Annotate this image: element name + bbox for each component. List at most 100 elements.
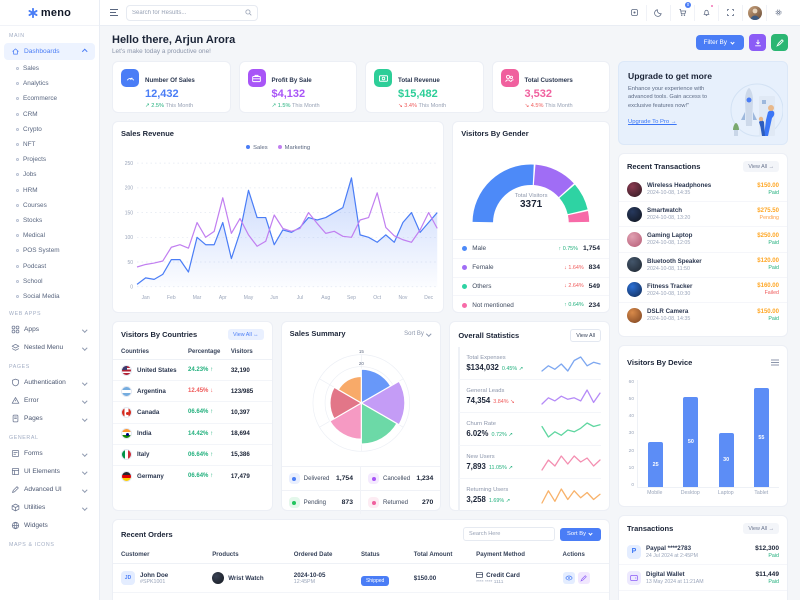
overall-stat-churn-rate: Churn Rate 6.02% 0.72% ↗ xyxy=(458,413,602,446)
order-row-partial xyxy=(113,593,609,600)
transactions-card: Transactions View All → P Paypal ****2783… xyxy=(618,515,788,600)
sidebar-subitem-jobs[interactable]: Jobs xyxy=(0,167,99,182)
sidebar-subitem-crm[interactable]: CRM xyxy=(0,107,99,122)
notifications-bell-icon[interactable] xyxy=(694,3,718,21)
overall-view-all-button[interactable]: View All xyxy=(570,329,602,342)
download-icon xyxy=(754,39,761,46)
sidebar-subitem-analytics[interactable]: Analytics xyxy=(0,76,99,91)
chevron-down-icon xyxy=(81,398,87,403)
order-row-john-doe: JD John Doe #SPK1001 Wrist Watch 2024-10-… xyxy=(113,564,609,593)
transactions-list: P Paypal ****2783 24 Jul 2024 at 2:45PM $1… xyxy=(619,539,787,591)
svg-text:Sep: Sep xyxy=(347,295,356,301)
edit-order-button[interactable] xyxy=(577,572,590,584)
svg-text:Jun: Jun xyxy=(270,295,278,301)
country-row-italy: Italy 06.64% ↑ 15,386 xyxy=(113,445,272,466)
sidebar-item-forms[interactable]: Forms xyxy=(4,445,95,462)
menu-toggle-icon[interactable] xyxy=(110,9,118,16)
legend-item-marketing[interactable]: Marketing xyxy=(277,145,310,151)
sidebar-item-nested-menu[interactable]: Nested Menu xyxy=(4,339,95,356)
svg-text:100: 100 xyxy=(125,235,134,241)
svg-text:15: 15 xyxy=(359,349,364,354)
sidebar-subitem-crypto[interactable]: Crypto xyxy=(0,122,99,137)
sidebar-item-error[interactable]: Error xyxy=(4,392,95,409)
sidebar-item-apps[interactable]: Apps xyxy=(4,321,95,338)
sidebar-subitem-sales[interactable]: Sales xyxy=(0,61,99,76)
recent-orders-card: Recent Orders Sort By CustomerProductsOr… xyxy=(112,519,610,600)
summary-legend-delivered: Delivered 1,754 xyxy=(281,467,361,491)
sidebar-item-widgets[interactable]: Widgets xyxy=(4,517,95,534)
pen-icon xyxy=(12,486,19,493)
bullet-icon xyxy=(16,264,19,268)
upgrade-pro-link[interactable]: Upgrade To Pro → xyxy=(628,118,677,125)
chevron-down-icon xyxy=(81,487,87,492)
overall-stat-total-expenses: Total Expenses $134,032 0.45% ↗ xyxy=(458,347,602,380)
sidebar-subitem-nft[interactable]: NFT xyxy=(0,137,99,152)
cart-icon[interactable]: 0 xyxy=(670,1,694,21)
sidebar-subitem-social-media[interactable]: Social Media xyxy=(0,289,99,304)
chart-menu-icon[interactable] xyxy=(771,353,779,371)
search-icon xyxy=(245,9,252,16)
global-search[interactable] xyxy=(126,4,258,21)
sales-summary-sort[interactable]: Sort By xyxy=(404,331,432,337)
sidebar-subitem-courses[interactable]: Courses xyxy=(0,198,99,213)
stat-label: Total Revenue xyxy=(398,77,440,84)
sidebar-subitem-podcast[interactable]: Podcast xyxy=(0,258,99,273)
bullet-icon xyxy=(16,112,19,116)
device-x-labels: Mobile Desktop Laptop Tablet xyxy=(647,490,769,496)
sidebar-subitem-hrm[interactable]: HRM xyxy=(0,183,99,198)
svg-text:Feb: Feb xyxy=(167,295,176,301)
legend-item-sales[interactable]: Sales xyxy=(246,145,268,151)
sidebar-item-advanced-ui[interactable]: Advanced UI xyxy=(4,481,95,498)
sidebar-item-authentication[interactable]: Authentication xyxy=(4,374,95,391)
search-input[interactable] xyxy=(132,9,241,16)
svg-text:Oct: Oct xyxy=(373,295,381,301)
overall-statistics-list: Total Expenses $134,032 0.45% ↗ General L… xyxy=(450,347,609,511)
gauge-center: Total Visitors 3371 xyxy=(514,193,548,210)
sidebar-item-dashboards[interactable]: Dashboards xyxy=(4,43,95,60)
sidebar-subitem-stocks[interactable]: Stocks xyxy=(0,213,99,228)
sidebar-item-ui-elements[interactable]: UI Elements xyxy=(4,463,95,480)
flag-ca-icon xyxy=(121,406,132,418)
sidebar-subitem-medical[interactable]: Medical xyxy=(0,228,99,243)
sidebar-subitem-school[interactable]: School xyxy=(0,274,99,289)
product-image xyxy=(627,206,642,222)
dark-mode-icon[interactable] xyxy=(646,4,670,21)
language-flag-icon[interactable] xyxy=(622,5,646,21)
orders-search-input[interactable] xyxy=(462,527,555,541)
download-button[interactable] xyxy=(749,34,766,51)
upgrade-illustration xyxy=(730,83,783,137)
sparkline-chart xyxy=(541,389,601,405)
sidebar-item-pages[interactable]: Pages xyxy=(4,410,95,427)
settings-gear-icon[interactable] xyxy=(766,4,790,21)
form-icon xyxy=(11,450,20,457)
share-button[interactable] xyxy=(771,34,788,51)
recent-orders-title: Recent Orders xyxy=(121,529,173,539)
orders-sort-button[interactable]: Sort By xyxy=(559,527,601,541)
sales-summary-card: Sales Summary Sort By 15 20 Delivered 1,75… xyxy=(280,321,442,514)
sidebar-item-utilities[interactable]: Utilities xyxy=(4,499,95,516)
stat-card-number-of-sales: Number Of Sales 12,432 ↗ 2.5% This Month xyxy=(112,61,231,113)
avatar[interactable] xyxy=(742,4,766,21)
transactions-view-all[interactable]: View All → xyxy=(743,523,779,534)
device-bar-desktop: 50 xyxy=(681,397,701,487)
box-icon xyxy=(11,503,20,512)
upgrade-card: Upgrade to get more Enhance your experie… xyxy=(618,61,788,145)
countries-view-all-button[interactable]: View All ↔ xyxy=(228,329,264,340)
sidebar-subitem-pos-system[interactable]: POS System xyxy=(0,243,99,258)
filter-by-button[interactable]: Filter By xyxy=(695,35,744,50)
brand-name: meno xyxy=(40,6,72,19)
device-bar-tablet: 55 xyxy=(751,388,771,487)
bullet-icon xyxy=(16,97,19,101)
stat-label: Number Of Sales xyxy=(145,77,195,84)
stat-label: Total Customers xyxy=(524,77,573,84)
brand-logo[interactable]: meno xyxy=(0,0,99,26)
overall-stat-general-leads: General Leads 74,354 3.84% ↘ xyxy=(458,380,602,413)
view-order-button[interactable] xyxy=(562,572,575,584)
bullet-icon xyxy=(16,143,19,147)
paypal-icon: P xyxy=(627,544,641,559)
fullscreen-icon[interactable] xyxy=(718,4,742,21)
recent-transactions-view-all[interactable]: View All → xyxy=(743,161,779,172)
sidebar-subitem-projects[interactable]: Projects xyxy=(0,152,99,167)
sidebar-subitem-ecommerce[interactable]: Ecommerce xyxy=(0,91,99,106)
